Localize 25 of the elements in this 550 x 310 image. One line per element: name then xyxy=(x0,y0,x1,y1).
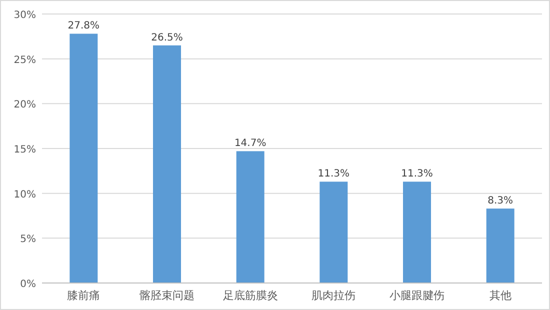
data-label: 11.3% xyxy=(401,168,433,180)
data-label: 8.3% xyxy=(488,196,514,207)
bar xyxy=(70,34,98,283)
x-tick-label: 肌肉拉伤 xyxy=(312,289,356,302)
x-tick-label: 足底筋膜炎 xyxy=(222,289,278,302)
data-label: 14.7% xyxy=(234,138,266,150)
y-tick-label: 30% xyxy=(14,10,36,21)
bar xyxy=(236,151,264,283)
x-tick-label: 膝前痛 xyxy=(67,289,100,302)
data-label: 11.3% xyxy=(318,168,350,180)
y-tick-label: 25% xyxy=(14,54,36,66)
y-tick-label: 0% xyxy=(20,279,36,290)
bar xyxy=(403,182,431,283)
y-tick-label: 15% xyxy=(14,144,36,156)
x-tick-label: 髂胫束问题 xyxy=(140,289,194,302)
data-label: 26.5% xyxy=(151,32,183,44)
y-tick-label: 10% xyxy=(14,189,36,200)
bar xyxy=(153,45,181,283)
bar xyxy=(320,182,348,283)
y-tick-label: 20% xyxy=(14,100,36,111)
data-label: 27.8% xyxy=(68,20,100,32)
x-tick-label: 小腿跟腱伤 xyxy=(390,289,444,302)
bar xyxy=(486,208,514,283)
x-tick-label: 其他 xyxy=(489,289,512,302)
y-tick-label: 5% xyxy=(20,234,36,246)
